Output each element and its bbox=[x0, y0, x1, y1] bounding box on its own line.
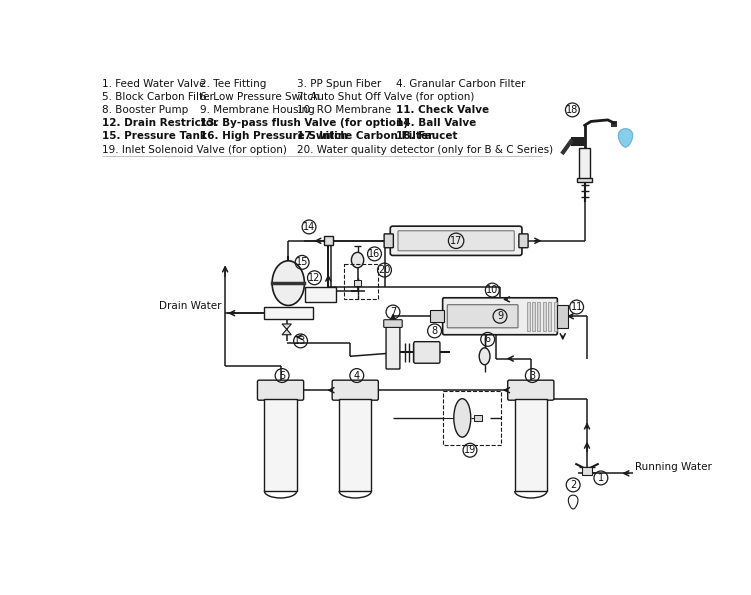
Bar bbox=[577, 178, 593, 182]
Text: 8: 8 bbox=[432, 326, 438, 336]
Text: 17. Inline Carbon Filter: 17. Inline Carbon Filter bbox=[297, 131, 433, 142]
Text: 1: 1 bbox=[598, 473, 604, 483]
Bar bbox=[305, 287, 336, 302]
FancyBboxPatch shape bbox=[391, 226, 522, 255]
Bar bbox=[538, 302, 541, 331]
Text: 14: 14 bbox=[303, 222, 315, 232]
FancyBboxPatch shape bbox=[508, 380, 554, 400]
Bar bbox=[611, 121, 617, 127]
FancyBboxPatch shape bbox=[386, 325, 400, 369]
Text: 5: 5 bbox=[279, 371, 285, 381]
Text: 2. Tee Fitting: 2. Tee Fitting bbox=[200, 79, 266, 89]
Bar bbox=[553, 302, 556, 331]
Bar bbox=[581, 467, 593, 475]
Polygon shape bbox=[569, 495, 578, 509]
Text: 9: 9 bbox=[497, 311, 503, 321]
Text: 16. High Pressure Switch: 16. High Pressure Switch bbox=[200, 131, 348, 142]
FancyBboxPatch shape bbox=[384, 320, 403, 327]
Text: 4. Granular Carbon Filter: 4. Granular Carbon Filter bbox=[396, 79, 526, 89]
Bar bbox=[324, 236, 333, 245]
FancyBboxPatch shape bbox=[384, 234, 394, 248]
Text: 13: 13 bbox=[294, 336, 306, 346]
Bar bbox=[571, 137, 587, 146]
Text: 11: 11 bbox=[571, 302, 583, 312]
Text: Drain Water: Drain Water bbox=[158, 301, 222, 311]
FancyBboxPatch shape bbox=[442, 298, 557, 335]
Ellipse shape bbox=[454, 399, 471, 437]
Text: 17: 17 bbox=[450, 236, 463, 246]
Text: 3: 3 bbox=[529, 371, 535, 381]
Bar bbox=[264, 307, 313, 320]
Text: 7. Auto Shut Off Valve (for option): 7. Auto Shut Off Valve (for option) bbox=[297, 92, 475, 102]
Bar bbox=[579, 148, 590, 179]
Ellipse shape bbox=[351, 252, 363, 268]
Bar bbox=[339, 399, 372, 491]
Text: 12: 12 bbox=[308, 273, 321, 283]
Bar bbox=[344, 264, 379, 299]
Text: 10. RO Membrane: 10. RO Membrane bbox=[297, 105, 391, 115]
Text: 10: 10 bbox=[486, 285, 499, 295]
FancyBboxPatch shape bbox=[414, 342, 440, 363]
Text: 15. Pressure Tank: 15. Pressure Tank bbox=[102, 131, 207, 142]
Text: 7: 7 bbox=[390, 307, 396, 317]
Text: 1. Feed Water Valve: 1. Feed Water Valve bbox=[102, 79, 206, 89]
Text: 4: 4 bbox=[354, 371, 360, 381]
Polygon shape bbox=[282, 324, 291, 335]
FancyBboxPatch shape bbox=[258, 380, 303, 400]
Text: Running Water: Running Water bbox=[635, 462, 712, 472]
Text: 14. Ball Valve: 14. Ball Valve bbox=[396, 118, 476, 129]
Bar bbox=[264, 399, 297, 491]
Text: 19. Inlet Solenoid Valve (for option): 19. Inlet Solenoid Valve (for option) bbox=[102, 145, 287, 155]
Bar bbox=[532, 302, 535, 331]
Text: 6. Low Pressure Switch: 6. Low Pressure Switch bbox=[200, 92, 319, 102]
FancyBboxPatch shape bbox=[398, 231, 514, 251]
Text: 20. Water quality detector (only for B & C Series): 20. Water quality detector (only for B &… bbox=[297, 145, 553, 155]
FancyBboxPatch shape bbox=[332, 380, 379, 400]
Bar bbox=[430, 310, 444, 322]
Text: 15: 15 bbox=[296, 258, 309, 267]
Text: 20: 20 bbox=[379, 265, 391, 275]
Text: 13. By-pass flush Valve (for option): 13. By-pass flush Valve (for option) bbox=[200, 118, 408, 129]
Bar bbox=[474, 415, 481, 421]
Text: 16: 16 bbox=[369, 249, 381, 259]
FancyBboxPatch shape bbox=[519, 234, 528, 248]
Text: 9. Membrane Housing: 9. Membrane Housing bbox=[200, 105, 315, 115]
Bar bbox=[514, 399, 547, 491]
Text: 5. Block Carbon Filter: 5. Block Carbon Filter bbox=[102, 92, 214, 102]
Bar bbox=[548, 302, 551, 331]
Ellipse shape bbox=[479, 348, 490, 365]
Ellipse shape bbox=[272, 261, 304, 305]
Text: 18: 18 bbox=[566, 105, 578, 115]
Bar bbox=[526, 302, 529, 331]
FancyBboxPatch shape bbox=[448, 305, 518, 328]
Text: 19: 19 bbox=[464, 445, 476, 455]
Text: 2: 2 bbox=[570, 480, 576, 490]
Bar bbox=[543, 302, 546, 331]
Text: 6: 6 bbox=[484, 334, 490, 345]
Text: 3. PP Spun Fiber: 3. PP Spun Fiber bbox=[297, 79, 382, 89]
Text: 12. Drain Restrictor: 12. Drain Restrictor bbox=[102, 118, 218, 129]
Text: 11. Check Valve: 11. Check Valve bbox=[396, 105, 489, 115]
Polygon shape bbox=[618, 129, 633, 147]
Text: 18. Faucet: 18. Faucet bbox=[396, 131, 457, 142]
Text: 8. Booster Pump: 8. Booster Pump bbox=[102, 105, 189, 115]
Bar bbox=[443, 391, 501, 445]
Bar bbox=[557, 305, 569, 328]
Bar bbox=[354, 280, 360, 286]
